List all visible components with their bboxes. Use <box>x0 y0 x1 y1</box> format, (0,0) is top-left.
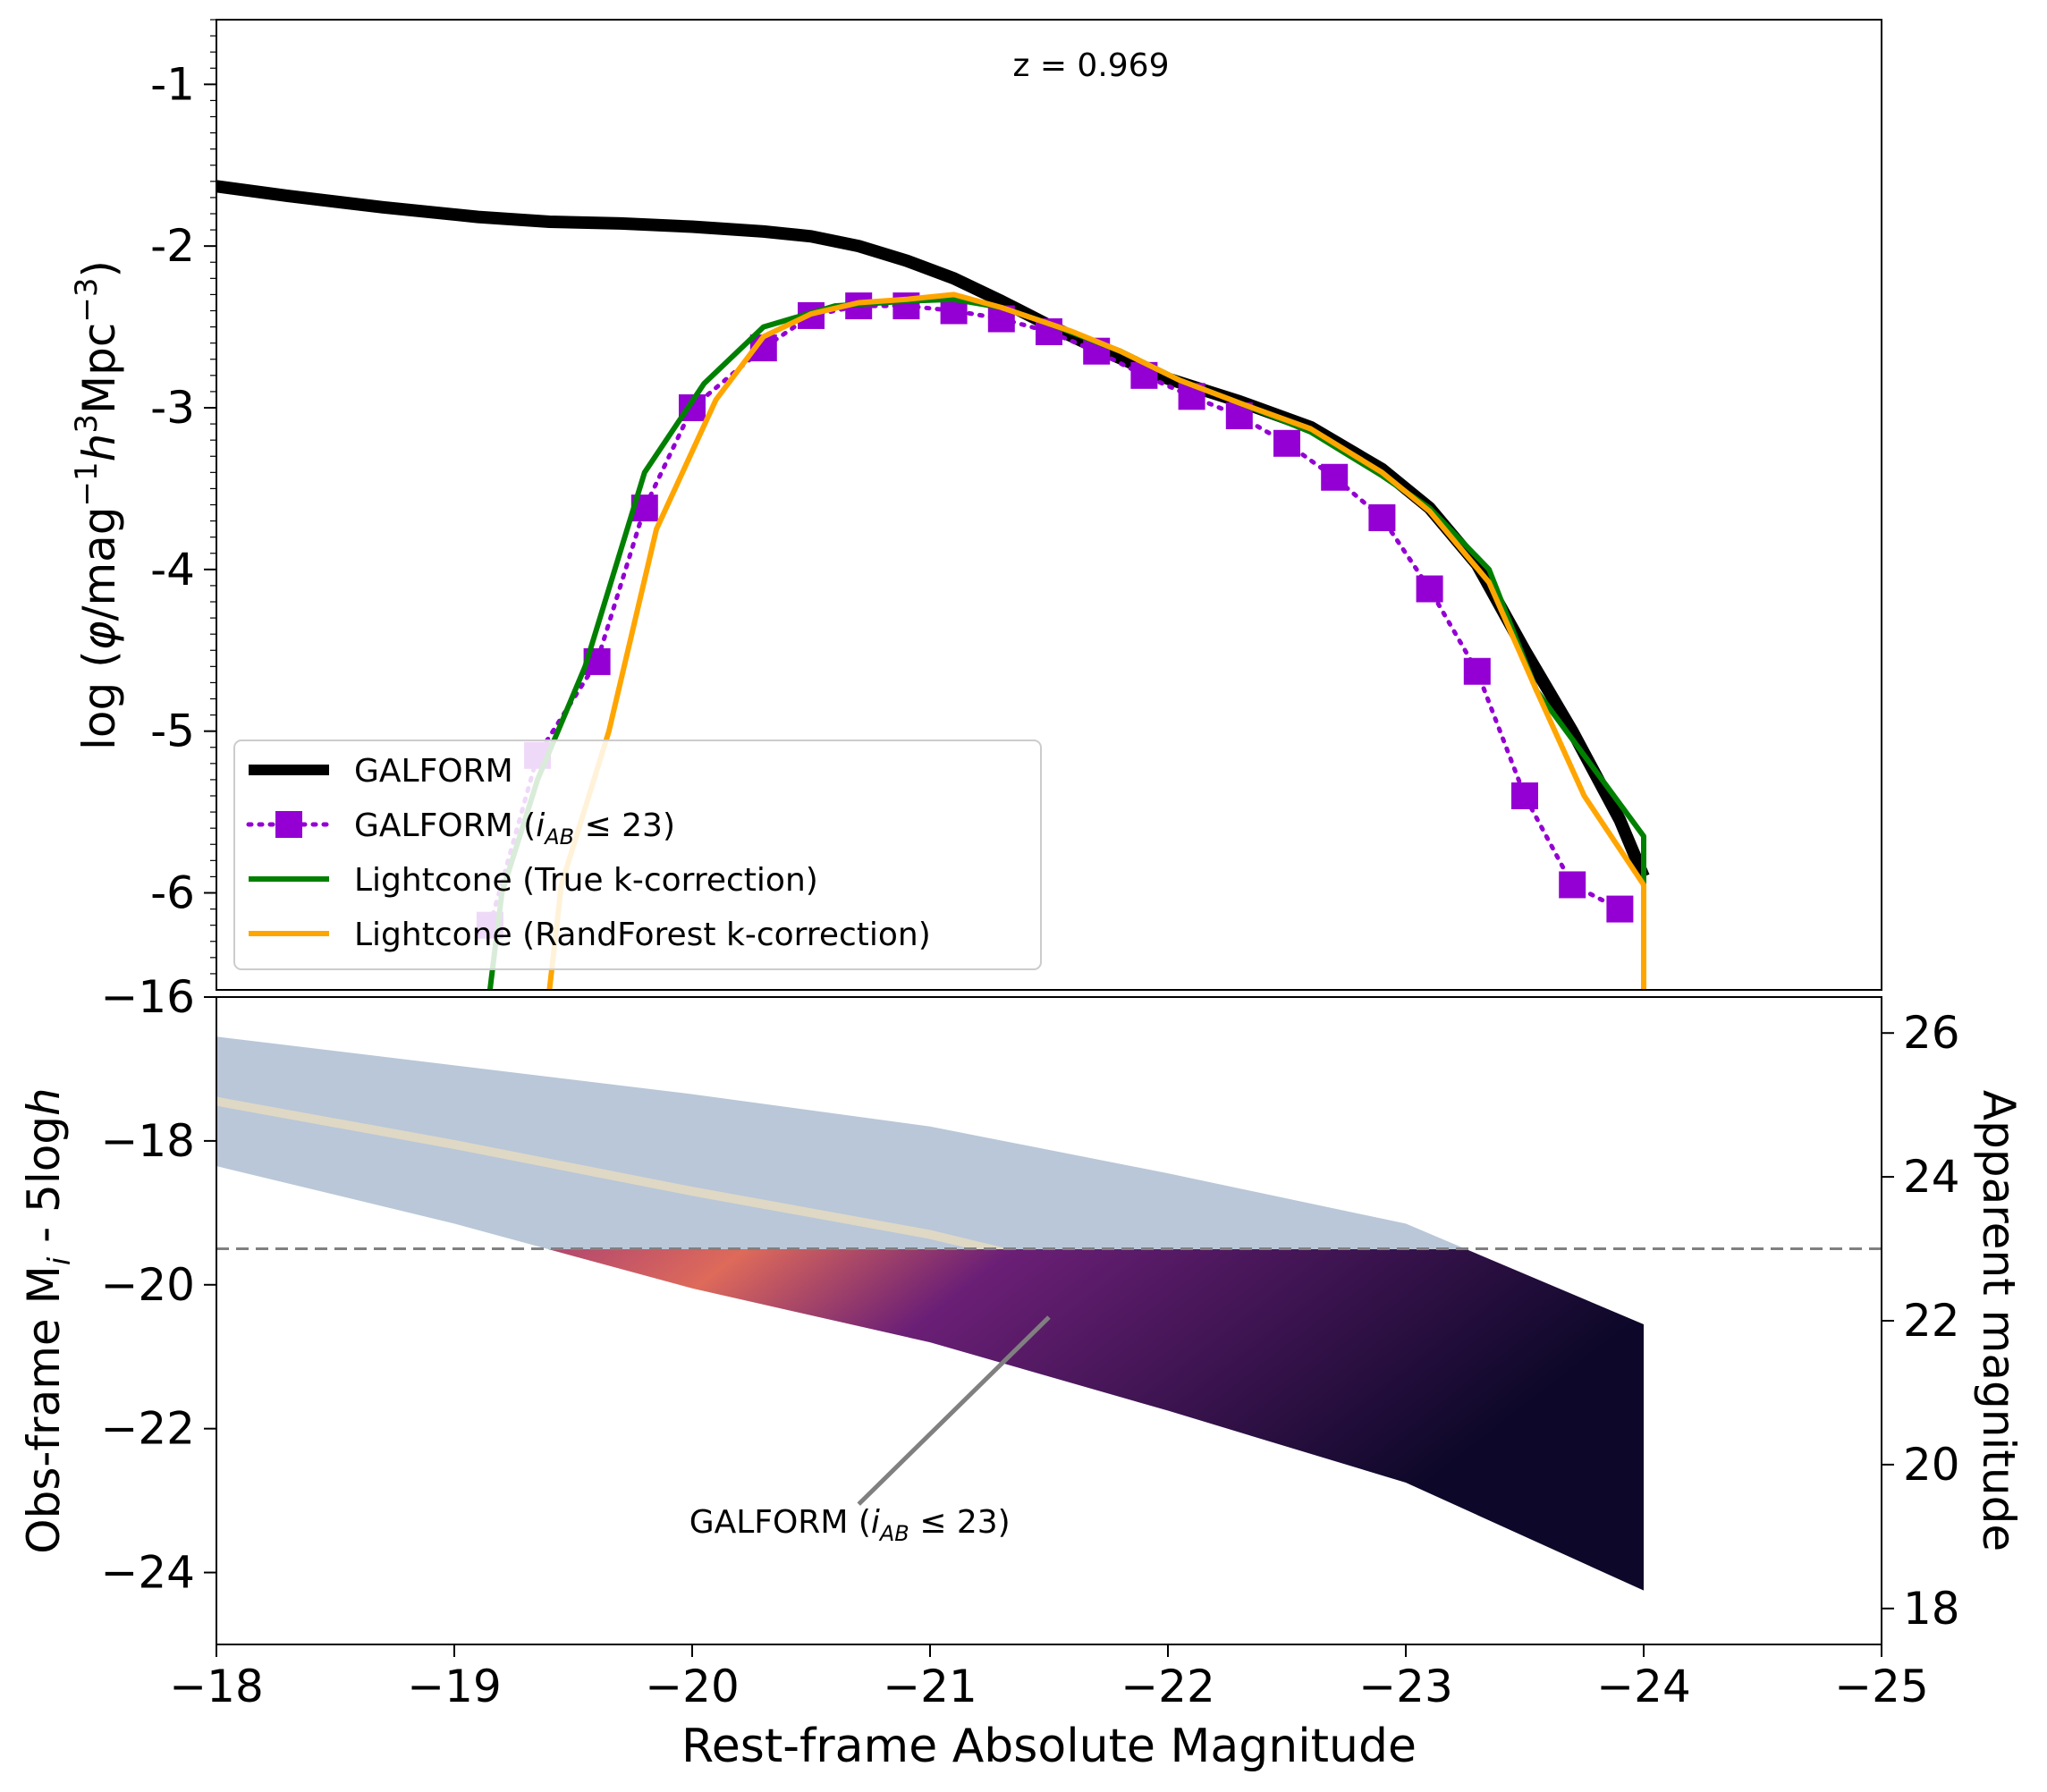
x-tick-label: −18 <box>169 1661 264 1712</box>
top-y-tick-label: -1 <box>150 58 195 110</box>
callout-label: GALFORM (iAB ≤ 23) <box>689 1504 1011 1546</box>
x-tick-label: −23 <box>1358 1661 1453 1712</box>
series-randforest-k-line <box>546 292 1646 990</box>
legend-label-randforest-k: Lightcone (RandForest k-correction) <box>354 917 931 953</box>
series-galform-selected-marker <box>1273 429 1300 457</box>
series-galform-selected-marker <box>1559 871 1586 899</box>
right-y-tick-label: 20 <box>1903 1439 1960 1491</box>
series-galform-selected-line <box>487 303 1622 928</box>
left-y-tick-label: −18 <box>100 1115 195 1167</box>
x-tick-label: −20 <box>645 1661 740 1712</box>
right-y-tick-label: 24 <box>1903 1151 1960 1203</box>
legend-label-galform-selected: GALFORM (iAB ≤ 23) <box>354 807 675 850</box>
x-tick-label: −19 <box>407 1661 502 1712</box>
heatmap-layer <box>216 1036 1644 1591</box>
top-y-tick-label: -4 <box>150 544 195 596</box>
redshift-annotation: z = 0.969 <box>1012 47 1169 84</box>
right-y-ticks: 26 24 22 20 18 <box>1882 1007 1960 1635</box>
left-y-ticks: −16 −18 −20 −22 −24 <box>100 971 216 1599</box>
x-ticks: −18 −19 −20 −21 −22 −23 −24 −25 <box>169 1644 1929 1712</box>
left-y-tick-label: −16 <box>100 971 195 1023</box>
legend-box <box>233 740 1042 970</box>
right-y-axis-label: Apparent magnitude <box>1973 1090 2025 1551</box>
series-galform-selected-marker <box>1416 575 1443 603</box>
selected-galaxies-band <box>548 1249 1644 1591</box>
legend-label-true-k: Lightcone (True k-correction) <box>354 862 818 899</box>
top-y-ticks: -1 -2 -3 -4 -5 -6 <box>150 19 216 975</box>
unselected-band-group <box>216 1036 1467 1249</box>
left-y-tick-label: −20 <box>100 1259 195 1311</box>
top-y-tick-label: -6 <box>150 867 195 919</box>
top-y-tick-label: -2 <box>150 220 195 272</box>
magnitude-relation-panel: GALFORM (iAB ≤ 23) −18 −19 −20 −21 −22 −23 −24… <box>18 971 2025 1773</box>
top-y-tick-label: -5 <box>150 706 195 757</box>
luminosity-function-panel: -1 -2 -3 -4 -5 -6 z = 0.969 log (φ/mag−1h3Mpc… <box>69 19 1882 991</box>
x-tick-label: −24 <box>1596 1661 1691 1712</box>
legend: GALFORM GALFORM (iAB ≤ 23) Lightcone (Tr… <box>233 740 1042 970</box>
series-galform-selected-marker <box>1511 782 1538 809</box>
right-y-tick-label: 26 <box>1903 1007 1960 1059</box>
series-galform-selected-marker <box>1463 657 1491 685</box>
legend-label-galform: GALFORM <box>354 753 513 790</box>
top-y-tick-label: -3 <box>150 382 195 434</box>
left-y-tick-label: −24 <box>100 1547 195 1599</box>
density-ridge-highlight <box>216 1096 1011 1249</box>
selected-band-group <box>548 1249 1644 1591</box>
series-galform-selected-marker <box>1606 895 1634 923</box>
right-y-tick-label: 18 <box>1903 1583 1960 1635</box>
x-tick-label: −21 <box>883 1661 977 1712</box>
left-y-axis-label: Obs-frame Mi - 5logh <box>18 1087 78 1554</box>
x-tick-label: −25 <box>1834 1661 1929 1712</box>
unselected-galaxies-band <box>216 1036 1467 1249</box>
top-y-axis-label: log (φ/mag−1h3Mpc−3) <box>69 260 125 750</box>
x-tick-label: −22 <box>1121 1661 1215 1712</box>
left-y-tick-label: −22 <box>100 1403 195 1455</box>
callout-line <box>857 1315 1051 1506</box>
legend-marker-galform-selected <box>275 811 302 838</box>
x-axis-label: Rest-frame Absolute Magnitude <box>681 1720 1417 1773</box>
series-galform-selected-marker <box>1321 463 1349 491</box>
right-y-tick-label: 22 <box>1903 1295 1960 1347</box>
series-galform-selected-marker <box>1368 503 1396 531</box>
top-series-layer <box>216 180 1650 990</box>
